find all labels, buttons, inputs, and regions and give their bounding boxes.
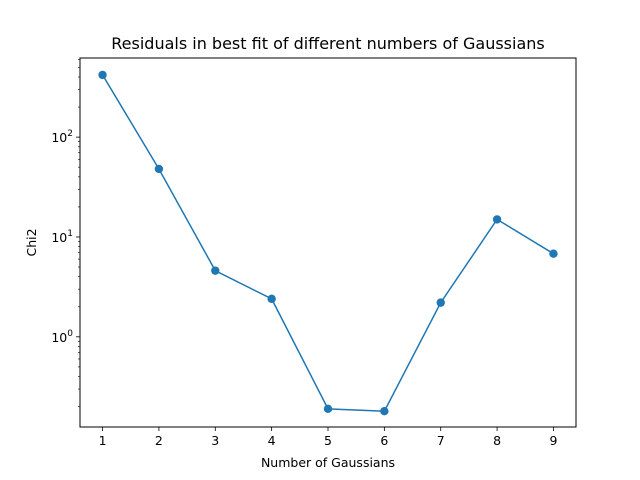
data-point (492, 215, 502, 224)
y-tick-label: 100 (51, 329, 73, 345)
data-point (154, 164, 164, 174)
y-tick-label: 102 (51, 129, 73, 145)
data-point (211, 266, 220, 275)
y-tick-label: 101 (51, 229, 73, 245)
data-point (323, 404, 333, 414)
plot-area (98, 70, 558, 416)
x-tick-label: 4 (268, 433, 276, 448)
y-axis-label: Chi2 (24, 228, 39, 256)
data-point (98, 70, 107, 80)
x-tick-label: 3 (211, 433, 219, 448)
x-tick-label: 8 (493, 433, 501, 448)
x-axis-ticks: 1 2 3 4 5 6 7 8 9 (99, 427, 557, 448)
x-axis-label: Number of Gaussians (261, 455, 395, 470)
chart-title: Residuals in best fit of different numbe… (111, 34, 544, 53)
x-tick-label: 7 (437, 433, 445, 448)
x-tick-label: 2 (155, 433, 163, 448)
x-tick-label: 9 (549, 433, 557, 448)
data-point (380, 406, 389, 416)
data-point (436, 298, 445, 307)
x-tick-label: 6 (380, 433, 388, 448)
x-tick-label: 1 (99, 433, 107, 448)
data-point (267, 294, 276, 304)
x-tick-label: 5 (324, 433, 332, 448)
data-point (549, 249, 558, 258)
y-axis-ticks: 100 101 102 (51, 59, 80, 407)
